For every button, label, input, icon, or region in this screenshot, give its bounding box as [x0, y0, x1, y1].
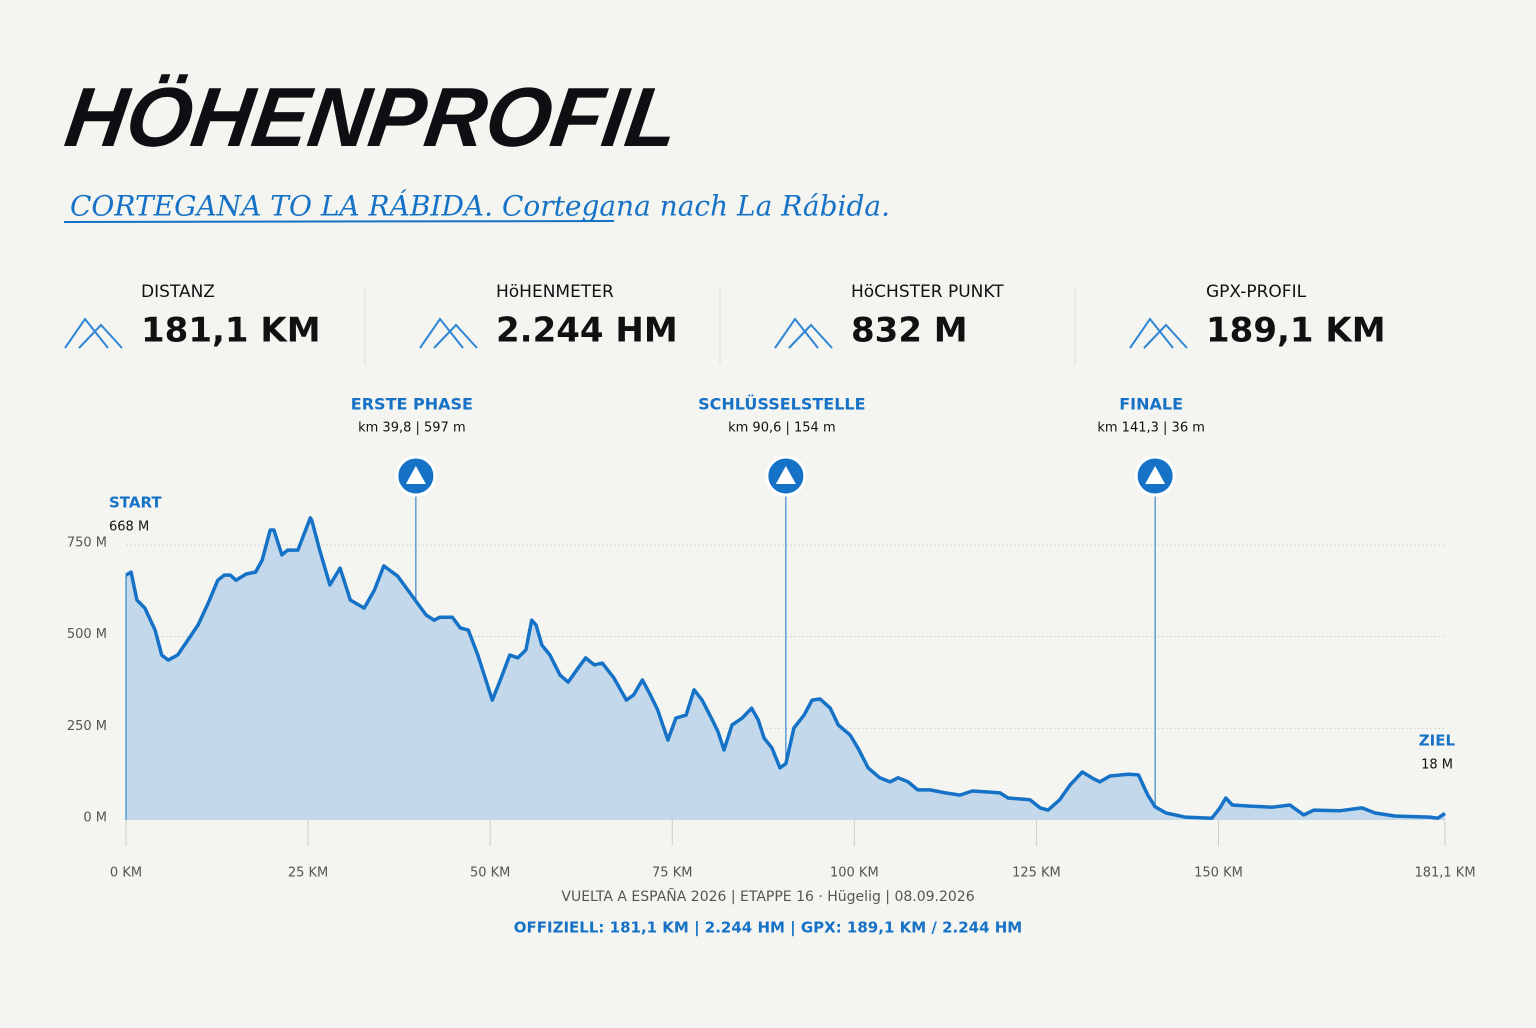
annotation: SCHLÜSSELSTELLE km 90,6 | 154 m	[698, 395, 866, 764]
marker-icon	[775, 466, 796, 484]
stat-label: DISTANZ	[141, 282, 215, 302]
start-detail: 668 M	[109, 520, 149, 535]
annotation-detail: km 39,8 | 597 m	[358, 421, 466, 436]
finish-label: ZIEL	[1419, 732, 1456, 750]
annotation-detail: km 141,3 | 36 m	[1097, 421, 1205, 436]
area	[126, 517, 1445, 820]
stat: HöCHSTER PUNKT 832 M	[719, 282, 1004, 365]
stat: GPX-PROFIL 189,1 KM	[1074, 282, 1386, 365]
start-label: START	[109, 494, 162, 512]
subtitle-underline	[63, 220, 615, 223]
marker-icon	[1145, 466, 1166, 484]
mountain-icon	[64, 317, 123, 349]
mountain-icon	[1129, 317, 1188, 349]
chart: 0 M 250 M 500 M 750 M 0 KM 25 KM 50 KM 75 KM 100…	[67, 395, 1476, 881]
mountain-icon	[774, 317, 833, 349]
y-tick-label: 750 M	[67, 536, 107, 551]
annotation-label: ERSTE PHASE	[351, 395, 473, 414]
annotation-label: FINALE	[1119, 395, 1183, 414]
stat-label: HöCHSTER PUNKT	[851, 282, 1004, 302]
stats: DISTANZ 181,1 KM HöHENMETER 2.244 HM HöCHSTE…	[64, 282, 1386, 365]
subtitle: CORTEGANA TO LA RÁBIDA. Cortegana nach L…	[70, 190, 890, 223]
annotation-detail: km 90,6 | 154 m	[728, 421, 836, 436]
y-tick-label: 500 M	[67, 627, 107, 642]
x-tick-label: 100 KM	[830, 866, 879, 881]
annotation: FINALE km 141,3 | 36 m	[1097, 395, 1205, 807]
stat: DISTANZ 181,1 KM	[64, 282, 321, 351]
x-tick-label: 75 KM	[652, 866, 692, 881]
title: HÖHENPROFIL	[60, 71, 684, 165]
footer-info: VUELTA A ESPAÑA 2026 | ETAPPE 16 · Hügel…	[561, 888, 974, 905]
x-tick-label: 25 KM	[288, 866, 328, 881]
x-tick-label: 50 KM	[470, 866, 510, 881]
stat-value: 2.244 HM	[496, 311, 678, 351]
x-tick-label: 0 KM	[110, 866, 142, 881]
mountain-icon	[419, 317, 478, 349]
stat-label: GPX-PROFIL	[1206, 282, 1307, 302]
stat-label: HöHENMETER	[496, 282, 614, 302]
finish-detail: 18 M	[1421, 758, 1453, 773]
footer-summary: OFFIZIELL: 181,1 KM | 2.244 HM | GPX: 18…	[514, 919, 1022, 938]
x-tick-label: 181,1 KM	[1414, 866, 1475, 881]
y-tick-label: 0 M	[83, 811, 107, 826]
x-tick-label: 150 KM	[1194, 866, 1243, 881]
profile-line	[125, 516, 1446, 820]
stat-value: 832 M	[851, 311, 968, 351]
annotation-label: SCHLÜSSELSTELLE	[698, 395, 865, 414]
y-tick-label: 250 M	[67, 719, 107, 734]
stat-value: 181,1 KM	[141, 311, 321, 351]
marker-icon	[405, 466, 426, 484]
annotation: ERSTE PHASE km 39,8 | 597 m	[351, 395, 473, 602]
x-tick-label: 125 KM	[1012, 866, 1061, 881]
stat: HöHENMETER 2.244 HM	[364, 282, 678, 365]
stat-value: 189,1 KM	[1206, 311, 1386, 351]
